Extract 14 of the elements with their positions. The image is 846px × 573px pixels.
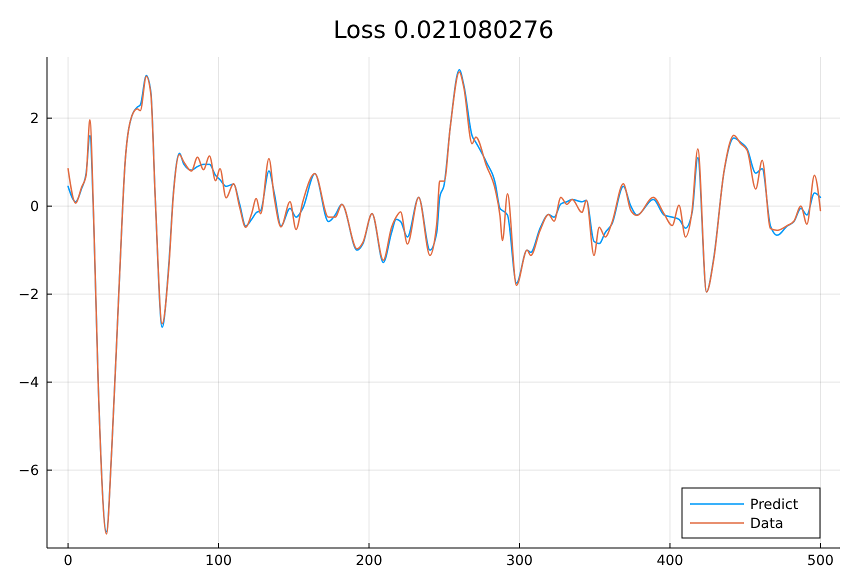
y-tick-label: −4: [18, 375, 40, 392]
y-tick-label: −2: [18, 287, 39, 304]
y-tick-label: 2: [30, 111, 39, 128]
x-tick-label: 300: [506, 553, 533, 569]
x-tick-label: 200: [356, 553, 382, 569]
x-tick-label: 500: [807, 553, 834, 569]
y-tick-label: 0: [30, 199, 39, 216]
chart-title: Loss 0.021080276: [333, 16, 554, 44]
x-tick-label: 0: [64, 553, 73, 569]
x-tick-label: 100: [205, 553, 232, 569]
x-tick-label: 400: [656, 553, 684, 569]
legend-label: Data: [750, 516, 784, 532]
legend-label: Predict: [750, 497, 799, 513]
y-tick-label: −6: [18, 463, 40, 480]
